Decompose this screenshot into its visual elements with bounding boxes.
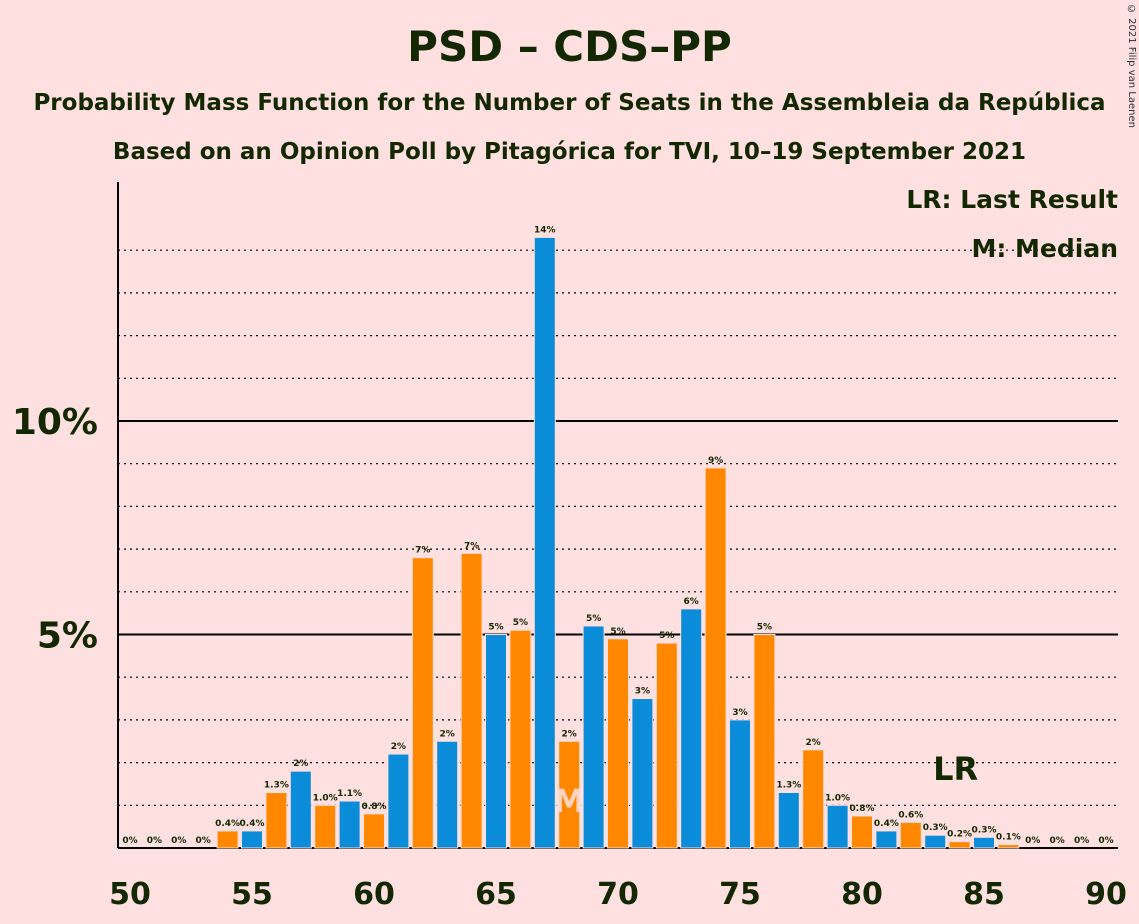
legend-last-result: LR: Last Result [906, 185, 1118, 214]
data-label: 5% [659, 631, 674, 641]
data-label: 5% [610, 627, 625, 637]
data-label: 1.0% [825, 793, 850, 803]
bar-67 [533, 236, 556, 849]
data-label: 0% [1074, 836, 1089, 846]
bar-68 [558, 740, 581, 849]
data-label: 0.1% [996, 833, 1021, 843]
bar-55 [241, 830, 263, 849]
x-tick-label: 50 [109, 877, 151, 912]
bar-83 [924, 834, 947, 849]
y-tick-label: 5% [37, 616, 98, 657]
data-label: 0.8% [362, 802, 387, 812]
bar-74 [704, 467, 727, 849]
data-label: 0% [1050, 836, 1065, 846]
data-label: 0% [1025, 836, 1040, 846]
chart-subtitle: Probability Mass Function for the Number… [33, 90, 1106, 116]
bar-62 [411, 557, 434, 849]
data-label: 5% [513, 618, 528, 628]
data-label: 14% [534, 225, 556, 235]
data-label: 0.8% [850, 804, 875, 814]
bar-77 [777, 791, 800, 849]
data-label: 5% [757, 623, 772, 633]
bar-64 [460, 552, 483, 849]
data-label: 0.3% [923, 823, 948, 833]
chart-subtitle-source: Based on an Opinion Poll by Pitagórica f… [112, 139, 1027, 165]
data-label: 0.3% [972, 825, 997, 835]
bar-65 [485, 634, 507, 849]
data-label: 7% [464, 541, 479, 551]
data-label: 6% [684, 597, 699, 607]
data-label: 2% [440, 729, 455, 739]
data-label: 5% [586, 614, 601, 624]
bar-63 [436, 740, 459, 849]
bar-82 [899, 821, 922, 849]
data-label: 2% [391, 742, 406, 752]
x-tick-label: 75 [719, 877, 761, 912]
data-label: 0% [171, 836, 186, 846]
data-label: 0.2% [947, 830, 972, 840]
data-label: 1.1% [337, 789, 362, 799]
last-result-marker: LR [933, 750, 978, 788]
bar-84 [948, 841, 971, 849]
median-marker: M [553, 782, 585, 820]
data-label: 2% [293, 759, 308, 769]
bar-72 [655, 642, 678, 849]
data-label: 5% [488, 623, 503, 633]
bar-69 [582, 625, 605, 849]
data-label: 0.4% [240, 819, 265, 829]
chart-title: PSD – CDS–PP [407, 22, 732, 71]
bar-70 [607, 638, 629, 849]
bar-56 [265, 791, 288, 849]
bar-78 [802, 749, 825, 849]
copyright-notice: © 2021 Filip van Laenen [1126, 4, 1137, 128]
bar-54 [216, 830, 239, 849]
data-label: 3% [732, 708, 747, 718]
data-label: 0.4% [215, 819, 240, 829]
data-label: 1.3% [264, 780, 289, 790]
data-label: 0% [122, 836, 137, 846]
x-tick-label: 80 [841, 877, 883, 912]
bar-85 [973, 836, 995, 849]
bar-61 [387, 753, 410, 849]
bar-81 [875, 830, 898, 849]
data-label: 1.3% [776, 780, 801, 790]
data-label: 2% [806, 738, 821, 748]
bar-60 [363, 813, 385, 849]
data-label: 0% [147, 836, 162, 846]
x-tick-label: 60 [353, 877, 395, 912]
data-label: 3% [635, 687, 650, 697]
data-label: 0.4% [874, 819, 899, 829]
bar-86 [997, 844, 1020, 849]
bar-73 [680, 608, 703, 849]
x-tick-label: 65 [475, 877, 517, 912]
x-tick-label: 70 [597, 877, 639, 912]
y-tick-label: 10% [12, 402, 98, 443]
bar-80 [851, 815, 873, 849]
data-label: 0% [1098, 836, 1113, 846]
data-label: 2% [562, 729, 577, 739]
data-label: 0% [196, 836, 211, 846]
data-label: 9% [708, 456, 723, 466]
bar-75 [729, 719, 751, 849]
bar-57 [289, 770, 312, 849]
x-tick-label: 85 [963, 877, 1005, 912]
legend-median: M: Median [971, 234, 1118, 263]
bar-71 [631, 698, 654, 849]
x-tick-label: 55 [231, 877, 273, 912]
bar-58 [314, 804, 337, 849]
bar-79 [826, 804, 849, 849]
bar-76 [753, 634, 776, 849]
data-label: 1.0% [313, 793, 338, 803]
x-tick-label: 90 [1085, 877, 1127, 912]
bar-59 [338, 800, 361, 849]
bar-66 [509, 629, 532, 849]
data-label: 0.6% [898, 810, 923, 820]
data-label: 7% [415, 546, 430, 556]
